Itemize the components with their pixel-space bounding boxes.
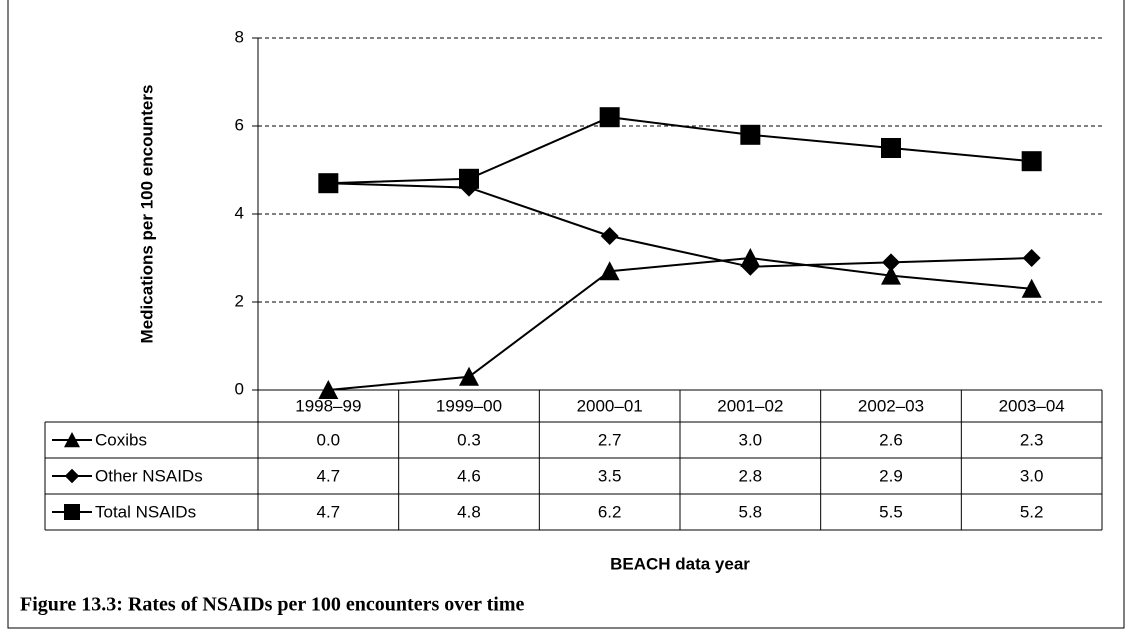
- table-value: 4.8: [457, 502, 481, 521]
- table-value: 3.0: [1020, 466, 1044, 485]
- marker: [740, 248, 761, 267]
- marker: [881, 138, 901, 158]
- table-value: 2.6: [879, 430, 903, 449]
- marker: [318, 380, 339, 399]
- table-value: 6.2: [598, 502, 622, 521]
- x-tick-label: 1998–99: [295, 396, 361, 415]
- table-value: 0.3: [457, 430, 481, 449]
- marker: [741, 257, 760, 276]
- table-value: 5.8: [739, 502, 763, 521]
- table-value: 4.7: [317, 466, 341, 485]
- x-tick-label: 2002–03: [858, 396, 924, 415]
- x-axis-title: BEACH data year: [610, 554, 750, 573]
- marker: [599, 107, 620, 128]
- legend-label: Other NSAIDs: [95, 466, 203, 485]
- table-value: 2.8: [739, 466, 763, 485]
- marker: [1021, 278, 1042, 298]
- marker: [1022, 249, 1041, 267]
- y-axis-title: Medications per 100 encounters: [137, 85, 156, 344]
- x-tick-label: 2000–01: [577, 396, 643, 415]
- series-line: [328, 116, 1032, 185]
- x-tick-label: 2001–02: [717, 396, 783, 415]
- y-tick-label: 0: [235, 379, 244, 398]
- table-value: 3.5: [598, 466, 622, 485]
- marker: [881, 265, 901, 285]
- table-value: 2.9: [879, 466, 903, 485]
- legend-label: Total NSAIDs: [95, 502, 196, 521]
- table-value: 3.0: [739, 430, 763, 449]
- x-tick-label: 1999–00: [436, 396, 502, 415]
- legend-marker: [64, 432, 80, 448]
- marker: [1021, 151, 1042, 172]
- marker: [459, 366, 479, 386]
- series-line: [328, 256, 1032, 391]
- x-tick-label: 2003–04: [999, 396, 1065, 415]
- y-tick-label: 4: [235, 203, 244, 222]
- frame: [7, 0, 1125, 629]
- legend-label: Coxibs: [95, 430, 147, 449]
- y-tick-label: 6: [235, 115, 244, 134]
- table-value: 2.7: [598, 430, 622, 449]
- table-value: 4.6: [457, 466, 481, 485]
- marker: [600, 227, 619, 245]
- y-tick-label: 2: [235, 291, 244, 310]
- table-value: 4.7: [317, 502, 341, 521]
- table-value: 0.0: [317, 430, 341, 449]
- table-value: 5.2: [1020, 502, 1044, 521]
- marker: [318, 173, 339, 194]
- legend-marker: [64, 468, 80, 484]
- marker: [459, 168, 479, 189]
- y-tick-label: 8: [235, 27, 244, 46]
- caption: Figure 13.3: Rates of NSAIDs per 100 enc…: [20, 594, 524, 616]
- table-value: 2.3: [1020, 430, 1044, 449]
- series-line: [328, 182, 1032, 268]
- marker: [599, 261, 620, 281]
- table-value: 5.5: [879, 502, 903, 521]
- marker: [882, 253, 900, 272]
- marker: [740, 124, 761, 145]
- legend-marker: [64, 504, 80, 520]
